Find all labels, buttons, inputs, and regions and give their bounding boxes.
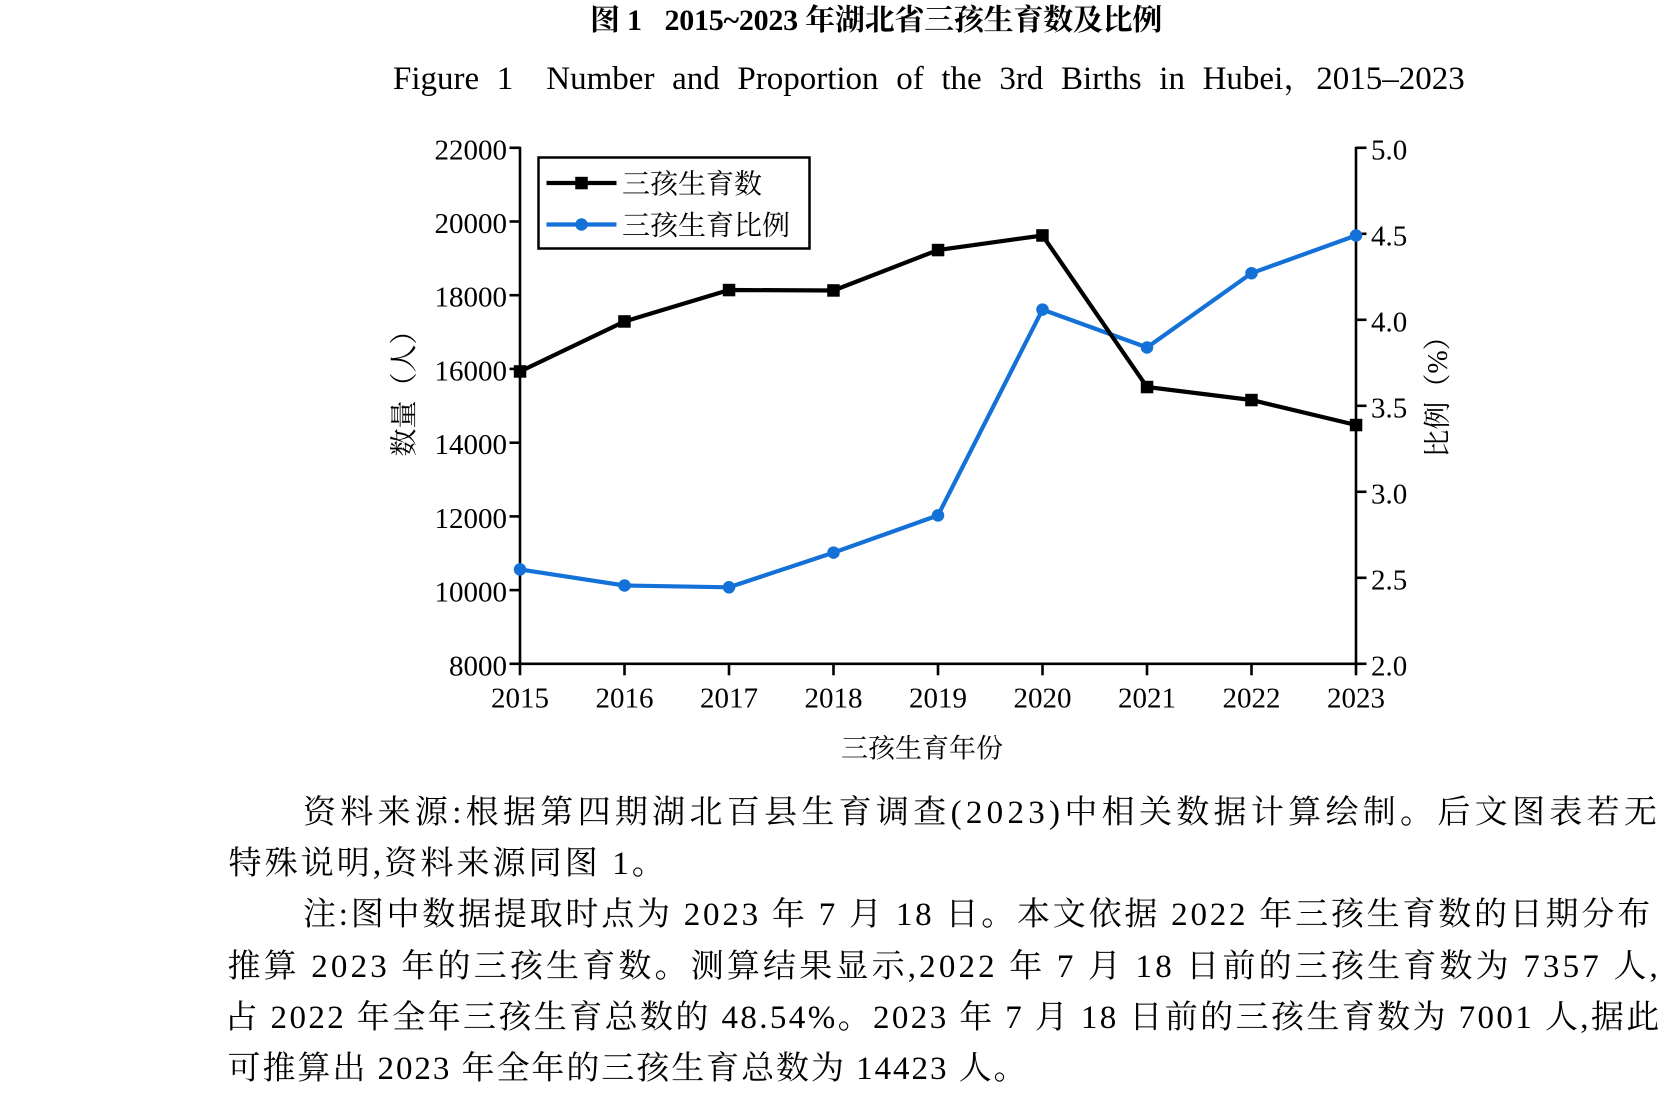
svg-text:三孩生育数: 三孩生育数: [622, 163, 762, 203]
svg-text:14000: 14000: [435, 429, 508, 461]
svg-text:4.0: 4.0: [1371, 306, 1407, 338]
svg-text:2017: 2017: [700, 683, 758, 715]
svg-text:2023: 2023: [1327, 683, 1385, 715]
svg-text:三孩生育比例: 三孩生育比例: [622, 204, 790, 244]
svg-text:5.0: 5.0: [1371, 134, 1407, 166]
svg-text:比例（%）: 比例（%）: [1423, 322, 1454, 457]
svg-text:10000: 10000: [435, 577, 508, 609]
svg-text:2018: 2018: [805, 683, 863, 715]
svg-text:2.5: 2.5: [1371, 564, 1407, 596]
svg-text:2.0: 2.0: [1371, 650, 1407, 682]
svg-text:3.0: 3.0: [1371, 478, 1407, 510]
svg-text:2016: 2016: [596, 683, 654, 715]
svg-text:12000: 12000: [435, 503, 508, 535]
svg-text:8000: 8000: [449, 650, 507, 682]
svg-text:三孩生育年份: 三孩生育年份: [841, 727, 1003, 766]
svg-text:2020: 2020: [1014, 683, 1072, 715]
svg-text:16000: 16000: [435, 355, 508, 387]
svg-text:20000: 20000: [435, 208, 508, 240]
svg-text:18000: 18000: [435, 282, 508, 314]
svg-text:2022: 2022: [1223, 683, 1281, 715]
svg-text:2021: 2021: [1118, 683, 1176, 715]
svg-text:数量（人）: 数量（人）: [390, 316, 421, 456]
svg-text:2015: 2015: [491, 683, 549, 715]
svg-text:2019: 2019: [909, 683, 967, 715]
svg-text:4.5: 4.5: [1371, 220, 1407, 252]
svg-text:22000: 22000: [435, 134, 508, 166]
svg-text:3.5: 3.5: [1371, 392, 1407, 424]
